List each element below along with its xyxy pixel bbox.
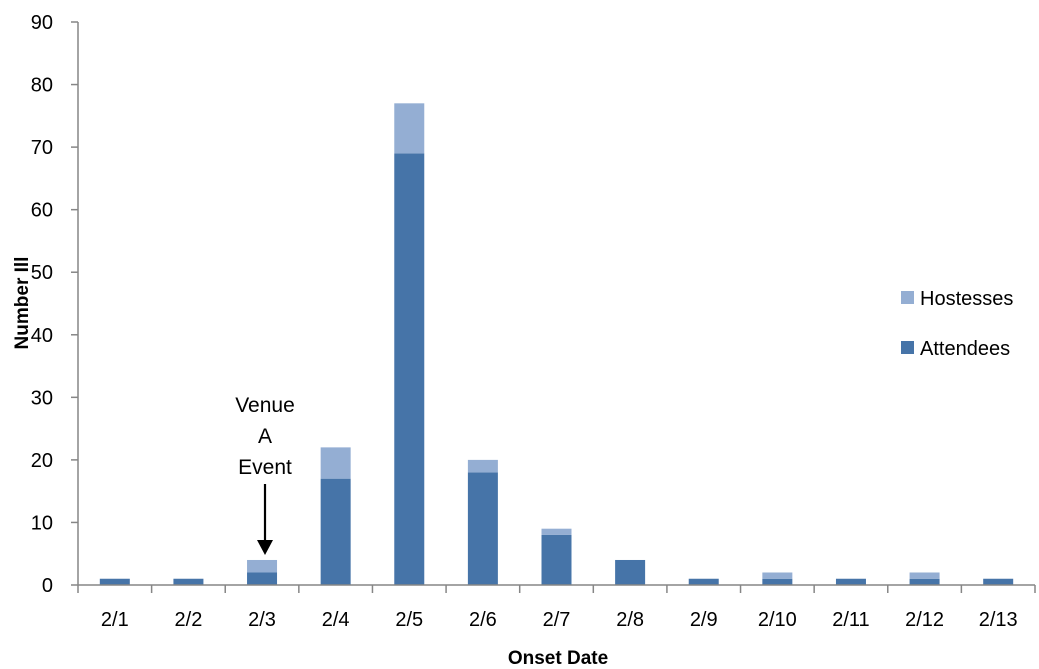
bar-attendees-2-12	[909, 578, 940, 585]
bar-attendees-2-10	[762, 578, 793, 585]
annotation-line-1: Venue	[235, 394, 295, 417]
bars	[99, 103, 1014, 585]
x-tick-label: 2/6	[469, 609, 497, 631]
annotation-arrow-head	[257, 540, 273, 555]
bar-attendees-2-6	[467, 472, 498, 585]
y-tick-label: 0	[42, 575, 53, 597]
bar-attendees-2-3	[247, 572, 278, 585]
x-axis-title: Onset Date	[508, 648, 608, 669]
bar-attendees-2-5	[394, 153, 425, 585]
y-tick-label: 60	[31, 200, 53, 222]
x-tick-label: 2/12	[905, 609, 944, 631]
y-axis-title: Number Ill	[12, 257, 33, 350]
bar-attendees-2-1	[99, 578, 130, 585]
y-tick-label: 50	[31, 262, 53, 284]
legend-swatch-attendees	[901, 341, 914, 354]
bar-attendees-2-13	[983, 578, 1014, 585]
x-axis-ticks: 2/1 2/2 2/3 2/4 2/5 2/6 2/7 2/8 2/9 2/10 2/11 2/12 2…	[77, 585, 1036, 631]
legend-label-hostesses: Hostesses	[920, 288, 1013, 310]
x-tick-label: 2/4	[322, 609, 350, 631]
x-tick-label: 2/13	[979, 609, 1018, 631]
y-tick-label: 20	[31, 450, 53, 472]
bar-hostesses-2-10	[762, 572, 793, 579]
legend-swatch-hostesses	[901, 291, 914, 304]
bar-attendees-2-7	[541, 534, 572, 585]
x-tick-label: 2/10	[758, 609, 797, 631]
bar-hostesses-2-3	[247, 559, 278, 573]
x-tick-label: 2/3	[248, 609, 276, 631]
bar-attendees-2-4	[320, 478, 351, 585]
y-tick-label: 70	[31, 137, 53, 159]
y-tick-label: 80	[31, 75, 53, 97]
y-tick-label: 40	[31, 325, 53, 347]
x-tick-label: 2/9	[690, 609, 718, 631]
bar-attendees-2-11	[835, 578, 866, 585]
y-axis-ticks: 0 10 20 30 40 50 60 70 80 90	[31, 12, 78, 597]
annotation-line-3: Event	[238, 456, 292, 479]
x-tick-label: 2/5	[395, 609, 423, 631]
bar-hostesses-2-7	[541, 528, 572, 535]
annotation-line-2: A	[258, 425, 272, 448]
y-tick-label: 90	[31, 12, 53, 34]
x-tick-label: 2/1	[101, 609, 129, 631]
y-tick-label: 30	[31, 387, 53, 409]
bar-hostesses-2-12	[909, 572, 940, 579]
legend-label-attendees: Attendees	[920, 338, 1010, 360]
x-tick-label: 2/8	[616, 609, 644, 631]
x-tick-label: 2/2	[175, 609, 203, 631]
bar-attendees-2-8	[615, 559, 646, 585]
bar-hostesses-2-6	[467, 459, 498, 473]
bar-attendees-2-2	[173, 578, 204, 585]
venue-event-annotation: Venue A Event	[235, 394, 295, 555]
bar-hostesses-2-5	[394, 103, 425, 154]
x-tick-label: 2/7	[543, 609, 571, 631]
bar-attendees-2-9	[688, 578, 719, 585]
bar-hostesses-2-4	[320, 447, 351, 479]
legend: Hostesses Attendees	[901, 288, 1013, 360]
y-tick-label: 10	[31, 512, 53, 534]
x-tick-label: 2/11	[832, 609, 869, 631]
